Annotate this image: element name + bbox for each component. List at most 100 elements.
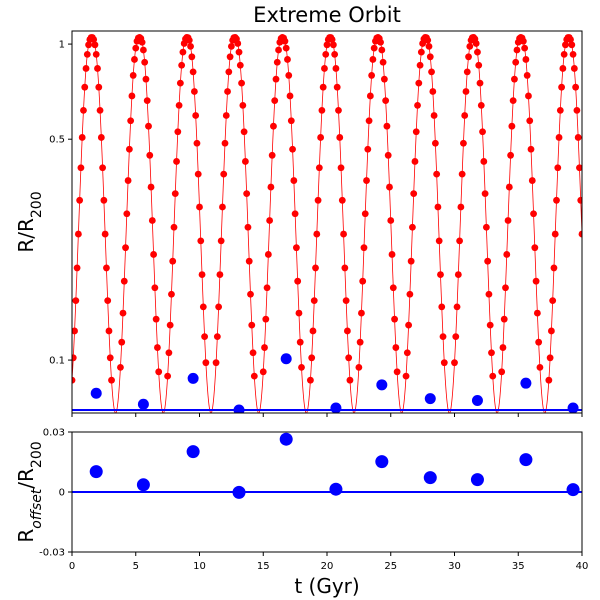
bottom-x-ticks: 0 5 10 15 20 25 30 35 40 — [69, 552, 588, 572]
orbit-point — [72, 327, 78, 335]
orbit-point — [416, 61, 424, 69]
orbit-point — [104, 297, 112, 304]
orbit-point — [296, 338, 304, 346]
orbit-point — [215, 303, 223, 311]
bottom-x-tick-label: 10 — [193, 561, 206, 572]
offset-point — [423, 471, 437, 485]
orbit-point — [240, 128, 248, 136]
orbit-point — [90, 36, 98, 43]
orbit-point — [505, 183, 513, 191]
orbit-point — [407, 257, 415, 265]
orbit-point — [96, 106, 104, 114]
orbit-point — [389, 284, 397, 292]
orbit-point — [191, 88, 198, 95]
orbit-point — [556, 106, 564, 114]
orbit-point — [92, 50, 100, 58]
orbit-point — [170, 223, 178, 231]
orbit-point — [438, 303, 446, 311]
orbit-point — [414, 102, 421, 109]
orbit-point — [314, 196, 322, 204]
orbit-point — [150, 251, 158, 258]
orbit-point — [140, 46, 147, 54]
bottom-plot-area — [72, 432, 582, 499]
orbit-point — [80, 106, 87, 114]
orbit-point — [377, 38, 384, 46]
orbit-point — [536, 363, 544, 371]
orbit-point — [146, 151, 154, 159]
orbit-point — [202, 359, 210, 367]
orbit-point — [485, 290, 493, 298]
bottom-x-tick-label: 5 — [133, 561, 139, 572]
orbit-point — [412, 128, 420, 136]
pericenter-point — [233, 404, 245, 413]
orbit-point — [166, 321, 174, 329]
orbit-point — [315, 164, 323, 172]
orbit-point — [244, 223, 252, 231]
orbit-point — [507, 151, 514, 159]
orbit-point — [574, 134, 582, 141]
orbit-point — [220, 170, 228, 178]
orbit-point — [383, 122, 391, 130]
orbit-point — [275, 46, 282, 54]
orbit-point — [243, 190, 251, 198]
orbit-point — [358, 309, 365, 317]
orbit-point — [405, 321, 412, 329]
orbit-point — [120, 277, 128, 285]
orbit-point — [155, 368, 163, 376]
orbit-point — [364, 145, 372, 153]
orbit-point — [526, 117, 534, 125]
orbit-point — [415, 79, 423, 87]
orbit-point — [259, 368, 267, 376]
orbit-point — [345, 354, 353, 362]
orbit-point — [440, 359, 448, 367]
top-x-ticks — [71, 413, 583, 417]
offset-point — [375, 455, 389, 469]
orbit-point — [477, 102, 485, 109]
orbit-point — [91, 41, 99, 49]
orbit-point — [366, 92, 374, 100]
orbit-point — [310, 297, 318, 304]
orbit-point — [328, 36, 336, 43]
orbit-point — [247, 290, 254, 298]
bottom-y-tick-label: -0.03 — [39, 548, 65, 559]
orbit-point — [72, 297, 80, 304]
orbit-point — [171, 190, 179, 198]
top-y-tick-label: 1 — [59, 40, 65, 51]
orbit-point — [185, 36, 193, 44]
orbit-point — [504, 217, 512, 224]
orbit-point — [558, 83, 565, 91]
orbit-point — [197, 237, 205, 245]
orbit-point — [549, 297, 557, 304]
orbit-point — [453, 303, 461, 311]
offset-point — [329, 482, 343, 496]
orbit-point — [267, 183, 275, 191]
orbit-point — [344, 327, 351, 335]
orbit-point — [77, 164, 85, 172]
orbit-point — [527, 145, 535, 153]
pericenter-point — [424, 393, 436, 405]
orbit-point — [474, 48, 481, 56]
orbit-point — [123, 210, 131, 218]
chart-title: Extreme Orbit — [253, 3, 401, 27]
bottom-y-tick-label: 0.03 — [43, 428, 65, 439]
orbit-point — [97, 134, 105, 141]
bottom-x-tick-label: 30 — [448, 561, 461, 572]
orbit-point — [141, 58, 149, 66]
orbit-point — [147, 183, 155, 191]
orbit-point — [369, 56, 377, 63]
orbit-point — [560, 50, 568, 58]
orbit-point — [225, 68, 233, 76]
bottom-x-tick-label: 20 — [321, 561, 334, 572]
orbit-point — [289, 145, 296, 153]
orbit-point — [224, 88, 231, 95]
orbit-point — [336, 134, 344, 141]
orbit-point — [293, 244, 300, 252]
pericenter-point — [187, 372, 199, 384]
orbit-point — [523, 72, 531, 79]
orbit-point — [402, 372, 410, 380]
orbit-point — [456, 237, 463, 245]
x-axis-label: t (Gyr) — [294, 574, 359, 598]
pericenter-point — [567, 402, 579, 413]
orbit-point — [76, 196, 84, 204]
